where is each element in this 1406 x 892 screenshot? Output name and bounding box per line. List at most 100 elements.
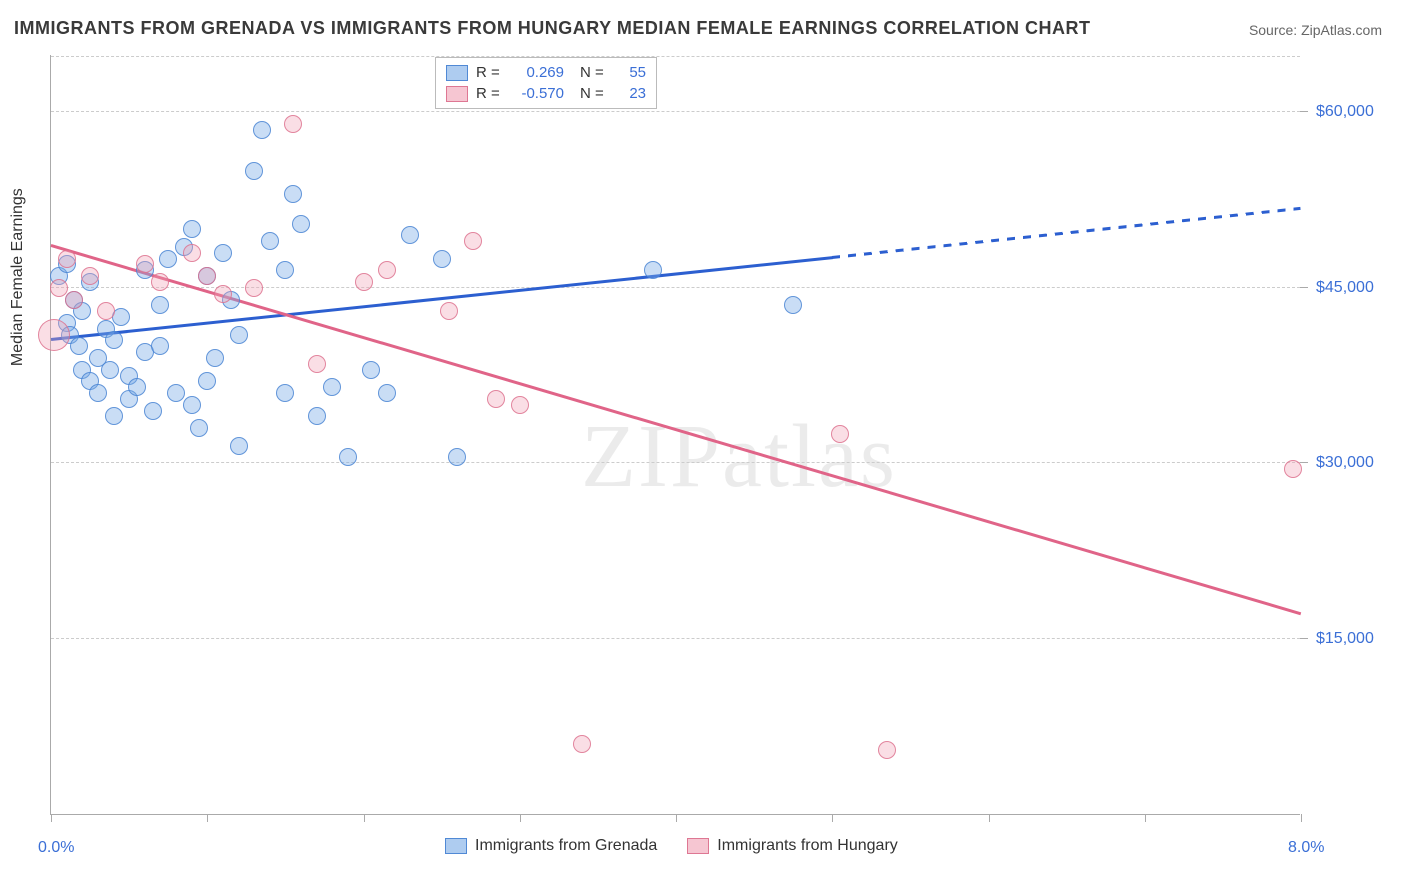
- gridline: [51, 111, 1300, 112]
- data-point: [511, 396, 529, 414]
- data-point: [253, 121, 271, 139]
- legend-swatch-icon: [687, 838, 709, 854]
- data-point: [151, 273, 169, 291]
- data-point: [65, 291, 83, 309]
- data-point: [878, 741, 896, 759]
- data-point: [38, 319, 70, 351]
- x-tick: [1145, 814, 1146, 822]
- x-tick: [207, 814, 208, 822]
- y-tick-label: $15,000: [1316, 630, 1374, 648]
- data-point: [81, 267, 99, 285]
- gridline: [51, 56, 1300, 57]
- data-point: [183, 396, 201, 414]
- y-tick: [1300, 287, 1308, 288]
- y-tick-label: $60,000: [1316, 103, 1374, 121]
- data-point: [198, 372, 216, 390]
- series-legend-item: Immigrants from Hungary: [687, 837, 898, 855]
- series-name: Immigrants from Grenada: [475, 837, 657, 855]
- data-point: [261, 232, 279, 250]
- data-point: [464, 232, 482, 250]
- x-tick: [364, 814, 365, 822]
- gridline: [51, 638, 1300, 639]
- data-point: [362, 361, 380, 379]
- gridline: [51, 287, 1300, 288]
- data-point: [644, 261, 662, 279]
- data-point: [112, 308, 130, 326]
- data-point: [151, 337, 169, 355]
- data-point: [105, 407, 123, 425]
- data-point: [378, 384, 396, 402]
- data-point: [230, 326, 248, 344]
- data-point: [784, 296, 802, 314]
- legend-r-value: -0.570: [514, 85, 564, 102]
- data-point: [245, 162, 263, 180]
- x-tick-label: 8.0%: [1288, 839, 1324, 857]
- data-point: [433, 250, 451, 268]
- legend-r-label: R =: [476, 85, 506, 102]
- y-tick: [1300, 111, 1308, 112]
- legend-row: R =0.269N =55: [446, 62, 646, 83]
- data-point: [355, 273, 373, 291]
- data-point: [323, 378, 341, 396]
- data-point: [308, 407, 326, 425]
- x-tick: [51, 814, 52, 822]
- data-point: [573, 735, 591, 753]
- data-point: [206, 349, 224, 367]
- data-point: [284, 115, 302, 133]
- data-point: [831, 425, 849, 443]
- data-point: [284, 185, 302, 203]
- data-point: [308, 355, 326, 373]
- legend-n-label: N =: [580, 64, 610, 81]
- data-point: [230, 437, 248, 455]
- legend-r-label: R =: [476, 64, 506, 81]
- data-point: [401, 226, 419, 244]
- legend-n-label: N =: [580, 85, 610, 102]
- data-point: [101, 361, 119, 379]
- data-point: [58, 250, 76, 268]
- series-legend: Immigrants from Grenada Immigrants from H…: [445, 837, 898, 855]
- data-point: [276, 384, 294, 402]
- legend-r-value: 0.269: [514, 64, 564, 81]
- legend-swatch-icon: [446, 65, 468, 81]
- legend-swatch-icon: [446, 86, 468, 102]
- correlation-legend: R =0.269N =55R =-0.570N =23: [435, 57, 657, 109]
- trend-line: [51, 256, 833, 340]
- x-tick: [989, 814, 990, 822]
- data-point: [70, 337, 88, 355]
- data-point: [214, 285, 232, 303]
- data-point: [144, 402, 162, 420]
- data-point: [167, 384, 185, 402]
- data-point: [378, 261, 396, 279]
- series-name: Immigrants from Hungary: [717, 837, 898, 855]
- data-point: [136, 255, 154, 273]
- x-tick-label: 0.0%: [38, 839, 74, 857]
- data-point: [159, 250, 177, 268]
- gridline: [51, 462, 1300, 463]
- scatter-plot-area: ZIPatlas: [50, 55, 1300, 815]
- data-point: [1284, 460, 1302, 478]
- data-point: [97, 302, 115, 320]
- y-tick: [1300, 638, 1308, 639]
- data-point: [487, 390, 505, 408]
- data-point: [128, 378, 146, 396]
- x-tick: [1301, 814, 1302, 822]
- data-point: [440, 302, 458, 320]
- data-point: [339, 448, 357, 466]
- data-point: [214, 244, 232, 262]
- series-legend-item: Immigrants from Grenada: [445, 837, 657, 855]
- trend-line: [832, 207, 1301, 259]
- x-tick: [676, 814, 677, 822]
- data-point: [89, 384, 107, 402]
- x-tick: [520, 814, 521, 822]
- data-point: [448, 448, 466, 466]
- data-point: [105, 331, 123, 349]
- y-tick: [1300, 462, 1308, 463]
- data-point: [276, 261, 294, 279]
- y-tick-label: $45,000: [1316, 279, 1374, 297]
- chart-title: IMMIGRANTS FROM GRENADA VS IMMIGRANTS FR…: [14, 18, 1090, 39]
- data-point: [183, 244, 201, 262]
- legend-n-value: 23: [618, 85, 646, 102]
- data-point: [151, 296, 169, 314]
- data-point: [190, 419, 208, 437]
- data-point: [50, 279, 68, 297]
